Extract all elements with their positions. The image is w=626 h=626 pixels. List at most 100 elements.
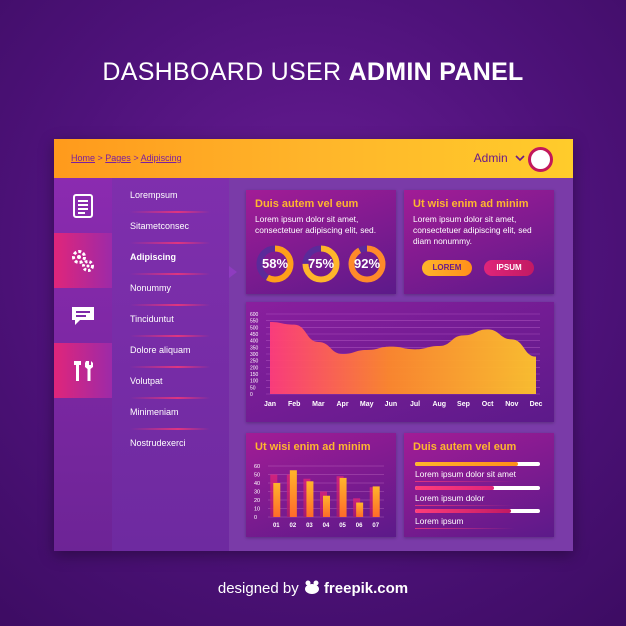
menu-item[interactable]: Lorempsum (130, 182, 229, 213)
user-name: Admin (473, 151, 508, 165)
breadcrumb-pages[interactable]: Pages (105, 153, 131, 163)
y-tick-label: 450 (250, 332, 259, 338)
x-tick-label: 07 (372, 523, 379, 529)
y-tick-label: 350 (250, 345, 259, 351)
menu-divider (130, 242, 210, 244)
x-tick-label: May (360, 401, 374, 408)
x-tick-label: Mar (312, 401, 325, 408)
sidebar-item-tools[interactable] (54, 343, 112, 398)
x-tick-label: 05 (339, 523, 346, 529)
actions-card-title: Ut wisi enim ad minim (413, 198, 529, 210)
stats-card: Duis autem vel eum Lorem ipsum dolor sit… (246, 190, 396, 294)
actions-text-line: consectetuer adipiscing elit, sed (413, 225, 532, 235)
y-tick-label: 600 (250, 312, 259, 318)
y-tick-label: 250 (250, 359, 259, 365)
menu-item-label: Nonummy (130, 283, 172, 293)
menu-divider (130, 366, 210, 368)
menu-item-label: Sitametconsec (130, 221, 190, 231)
menu-item-label: Nostrudexerci (130, 438, 186, 448)
actions-text-line: Lorem ipsum dolor sit amet, (413, 214, 517, 224)
menu-item[interactable]: Dolore aliquam (130, 337, 229, 368)
menu-item[interactable]: Nostrudexerci (130, 430, 229, 461)
y-tick-label: 0 (250, 392, 253, 398)
progress-label: Lorem ipsum dolor (415, 493, 485, 503)
breadcrumb-current[interactable]: Adipiscing (140, 153, 182, 163)
user-menu[interactable]: Admin (474, 151, 525, 165)
x-tick-label: Jan (264, 401, 276, 408)
x-tick-label: Jun (385, 401, 397, 408)
y-tick-label: 20 (254, 498, 260, 504)
menu-item-label: Tinciduntut (130, 314, 174, 324)
y-tick-label: 500 (250, 325, 259, 331)
page-title-light: DASHBOARD USER (102, 58, 349, 86)
progress-label: Lorem ipsum (415, 516, 464, 526)
donut-label: 75% (307, 256, 335, 271)
x-tick-label: 01 (273, 523, 280, 529)
y-tick-label: 0 (254, 515, 257, 521)
x-tick-label: Oct (482, 401, 494, 408)
menu-item-label: Dolore aliquam (130, 345, 191, 355)
breadcrumb-separator: > (130, 153, 141, 163)
progress-fill (415, 462, 518, 466)
menu-item-selected[interactable]: Adipiscing (130, 244, 229, 275)
x-tick-label: Apr (337, 401, 349, 408)
document-icon (73, 193, 93, 218)
menu-item[interactable]: Minimeniam (130, 399, 229, 430)
sidebar-item-settings[interactable] (54, 233, 112, 288)
nav-menu: Lorempsum Sitametconsec Adipiscing Nonum… (112, 178, 229, 551)
avatar[interactable] (528, 147, 553, 172)
menu-item[interactable]: Tinciduntut (130, 306, 229, 337)
stats-text-line: Lorem ipsum dolor sit amet, (255, 214, 359, 224)
x-tick-label: Jul (410, 401, 420, 408)
donut-chart: 92% (348, 245, 386, 283)
bar-chart: 0 10 20 30 40 50 60 01 02 03 04 05 06 07 (254, 464, 384, 529)
donut-arc (302, 245, 340, 283)
top-bar: Home > Pages > Adipiscing Admin (54, 139, 573, 178)
menu-item[interactable]: Nonummy (130, 275, 229, 306)
progress-fill (415, 486, 494, 490)
area-series (270, 322, 536, 394)
sidebar-item-messages[interactable] (54, 288, 112, 343)
menu-divider (130, 397, 210, 399)
bar-card-title: Ut wisi enim ad minim (255, 441, 371, 453)
lorem-button[interactable]: LOREM (422, 260, 472, 276)
actions-card-text: Lorem ipsum dolor sit amet, consectetuer … (413, 214, 532, 247)
progress-underline (415, 481, 515, 482)
donut-ring (256, 245, 294, 283)
sidebar-item-documents[interactable] (54, 178, 112, 233)
menu-divider (130, 273, 210, 275)
y-tick-label: 50 (250, 385, 256, 391)
x-tick-label: 02 (290, 523, 297, 529)
x-tick-label: Aug (432, 401, 446, 408)
y-tick-label: 30 (254, 490, 260, 496)
menu-selection-arrow (229, 266, 237, 278)
footer-brand: freepik.com (323, 580, 409, 597)
menu-item[interactable]: Sitametconsec (130, 213, 229, 244)
donut-label: 58% (261, 256, 289, 271)
progress-fill (415, 509, 512, 513)
stats-card-text: Lorem ipsum dolor sit amet, consectetuer … (255, 214, 376, 236)
menu-item[interactable]: Volutpat (130, 368, 229, 399)
x-tick-label: 06 (356, 523, 363, 529)
breadcrumb-home[interactable]: Home (71, 153, 96, 163)
bar-front (289, 470, 297, 517)
ipsum-button[interactable]: IPSUM (484, 260, 534, 276)
footer-prefix: designed by (217, 580, 303, 597)
progress-card-title: Duis autem vel eum (413, 441, 517, 453)
x-tick-label: 04 (323, 523, 330, 529)
progress-underline (415, 505, 515, 506)
donut-ring (348, 245, 386, 283)
freepik-logo-icon (304, 580, 319, 594)
dashboard-panel: Home > Pages > Adipiscing Admin (54, 139, 573, 551)
donut-ring (302, 245, 340, 283)
y-tick-label: 300 (250, 352, 259, 358)
menu-item-label: Volutpat (130, 376, 163, 386)
x-tick-label: 03 (306, 523, 313, 529)
y-tick-label: 400 (250, 339, 259, 345)
page-title: DASHBOARD USER ADMIN PANEL (0, 58, 626, 87)
menu-divider (130, 428, 210, 430)
menu-divider (130, 211, 210, 213)
donut-chart: 75% (302, 245, 340, 283)
gears-icon (72, 249, 94, 272)
y-tick-label: 40 (254, 481, 260, 487)
